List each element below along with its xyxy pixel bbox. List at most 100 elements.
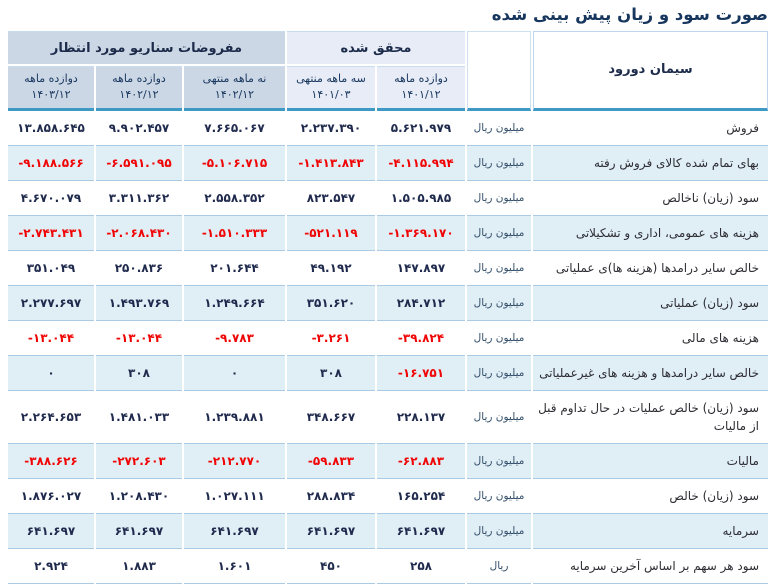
row-unit: میلیون ریال xyxy=(467,180,531,216)
period-header-1401-03: سه ماهه منتهی ۱۴۰۱/۰۳ xyxy=(287,66,375,111)
period-header-row: دوازده ماهه ۱۴۰۱/۱۲ سه ماهه منتهی ۱۴۰۱/۰… xyxy=(8,66,768,111)
value-cell: -۱۳.۰۴۴ xyxy=(8,320,94,356)
row-unit: میلیون ریال xyxy=(467,390,531,444)
row-label: سود (زیان) خالص عملیات در حال تداوم قبل … xyxy=(533,390,768,444)
value-cell: -۳۸۸.۶۲۶ xyxy=(8,443,94,479)
value-cell: -۲.۷۴۳.۴۳۱ xyxy=(8,215,94,251)
row-label: هزینه های مالی xyxy=(533,320,768,356)
value-cell: ۳.۳۱۱.۳۶۲ xyxy=(96,180,182,216)
table-row: بهای تمام شده کالای فروش رفته میلیون ریال… xyxy=(8,145,768,181)
unit-column-header xyxy=(467,31,531,111)
value-cell: -۱۶.۷۵۱ xyxy=(377,355,465,391)
row-label: هزینه های عمومی، اداری و تشکیلاتی xyxy=(533,215,768,251)
period-label: نه ماهه منتهی xyxy=(202,72,267,85)
period-label: دوازده ماهه xyxy=(24,72,78,85)
period-date: ۱۴۰۱/۱۲ xyxy=(401,87,441,101)
value-cell: ۷.۶۶۵.۰۶۷ xyxy=(184,110,285,146)
value-cell: -۹.۱۸۸.۵۶۶ xyxy=(8,145,94,181)
row-label: سود (زیان) عملیاتی xyxy=(533,285,768,321)
value-cell: ۴.۶۷۰.۰۷۹ xyxy=(8,180,94,216)
period-label: سه ماهه منتهی xyxy=(296,72,366,85)
value-cell: ۱.۸۷۶.۰۲۷ xyxy=(8,478,94,514)
period-header-1403-12: دوازده ماهه ۱۴۰۳/۱۲ xyxy=(8,66,94,111)
value-cell: -۱.۵۱۰.۳۳۳ xyxy=(184,215,285,251)
value-cell: ۸۲۳.۵۴۷ xyxy=(287,180,375,216)
table-row: فروش میلیون ریال ۵.۶۲۱.۹۷۹ ۲.۲۳۷.۳۹۰ ۷.۶۶۵.۰… xyxy=(8,110,768,146)
row-unit: میلیون ریال xyxy=(467,355,531,391)
table-row: سود هر سهم بر اساس آخرین سرمایه ریال ۲۵۸ ۴۵… xyxy=(8,548,768,584)
value-cell: ۰ xyxy=(8,355,94,391)
row-unit: ریال xyxy=(467,548,531,584)
value-cell: ۲.۲۳۷.۳۹۰ xyxy=(287,110,375,146)
value-cell: ۳۴۸.۶۶۷ xyxy=(287,390,375,444)
value-cell: ۲۸۴.۷۱۲ xyxy=(377,285,465,321)
row-unit: میلیون ریال xyxy=(467,513,531,549)
period-header-1402-12: دوازده ماهه ۱۴۰۲/۱۲ xyxy=(96,66,182,111)
group-header-expected: مفروضات سناریو مورد انتظار xyxy=(8,31,285,66)
period-label: دوازده ماهه xyxy=(394,72,448,85)
value-cell: -۴.۱۱۵.۹۹۴ xyxy=(377,145,465,181)
value-cell: ۳۰۸ xyxy=(287,355,375,391)
row-label: خالص سایر درامدها (هزینه ها)ی عملیاتی xyxy=(533,250,768,286)
page-title: صورت سود و زیان پیش بینی شده xyxy=(491,5,768,24)
value-cell: ۲۸۸.۸۳۴ xyxy=(287,478,375,514)
period-date: ۱۴۰۲/۱۲ xyxy=(119,87,159,101)
value-cell: ۹.۹۰۲.۴۵۷ xyxy=(96,110,182,146)
row-unit: میلیون ریال xyxy=(467,145,531,181)
table-row: سود (زیان) عملیاتی میلیون ریال ۲۸۴.۷۱۲ ۳۵۱.… xyxy=(8,285,768,321)
value-cell: ۱.۲۴۹.۶۶۴ xyxy=(184,285,285,321)
value-cell: -۲۱۲.۷۷۰ xyxy=(184,443,285,479)
row-label: مالیات xyxy=(533,443,768,479)
value-cell: -۶.۵۹۱.۰۹۵ xyxy=(96,145,182,181)
row-label: بهای تمام شده کالای فروش رفته xyxy=(533,145,768,181)
value-cell: ۱.۴۸۱.۰۳۳ xyxy=(96,390,182,444)
value-cell: -۱۳.۰۴۴ xyxy=(96,320,182,356)
value-cell: ۱۶۵.۲۵۴ xyxy=(377,478,465,514)
row-label: سود (زیان) ناخالص xyxy=(533,180,768,216)
row-label: خالص سایر درامدها و هزینه های غیرعملیاتی xyxy=(533,355,768,391)
value-cell: ۲.۵۵۸.۳۵۲ xyxy=(184,180,285,216)
table-row: سود (زیان) خالص میلیون ریال ۱۶۵.۲۵۴ ۲۸۸.۸۳۴… xyxy=(8,478,768,514)
value-cell: -۲۷۲.۶۰۳ xyxy=(96,443,182,479)
period-date: ۱۴۰۳/۱۲ xyxy=(31,87,71,101)
row-unit: میلیون ریال xyxy=(467,320,531,356)
table-row: خالص سایر درامدها و هزینه های غیرعملیاتی… xyxy=(8,355,768,391)
value-cell: ۱.۵۰۵.۹۸۵ xyxy=(377,180,465,216)
table-row: خالص سایر درامدها (هزینه ها)ی عملیاتی میل… xyxy=(8,250,768,286)
value-cell: -۲.۰۶۸.۴۳۰ xyxy=(96,215,182,251)
table-header: سیمان دورود محقق شده مفروضات سناریو مورد… xyxy=(8,31,768,111)
table-row: سود (زیان) ناخالص میلیون ریال ۱.۵۰۵.۹۸۵ ۸۲۳… xyxy=(8,180,768,216)
value-cell: ۱.۸۸۳ xyxy=(96,548,182,584)
row-label: سرمایه xyxy=(533,513,768,549)
value-cell: ۶۴۱.۶۹۷ xyxy=(184,513,285,549)
value-cell: ۱.۲۰۸.۴۳۰ xyxy=(96,478,182,514)
value-cell: ۲۰۱.۶۴۴ xyxy=(184,250,285,286)
table-row: هزینه های مالی میلیون ریال -۳۹.۸۲۴ -۳.۲۶۱ -۹… xyxy=(8,320,768,356)
value-cell: ۵.۶۲۱.۹۷۹ xyxy=(377,110,465,146)
table-row: مالیات میلیون ریال -۶۲.۸۸۳ -۵۹.۸۳۳ -۲۱۲.۷۷۰-… xyxy=(8,443,768,479)
value-cell: ۲۵۰.۸۳۶ xyxy=(96,250,182,286)
value-cell: ۳۵۱.۶۲۰ xyxy=(287,285,375,321)
value-cell: -۳۹.۸۲۴ xyxy=(377,320,465,356)
period-date: ۱۴۰۲/۱۲ xyxy=(214,87,255,101)
row-unit: میلیون ریال xyxy=(467,110,531,146)
value-cell: ۶۴۱.۶۹۷ xyxy=(8,513,94,549)
row-label: سود (زیان) خالص xyxy=(533,478,768,514)
value-cell: -۵.۱۰۶.۷۱۵ xyxy=(184,145,285,181)
group-header-realized: محقق شده xyxy=(287,31,465,66)
row-unit: میلیون ریال xyxy=(467,285,531,321)
value-cell: ۱.۶۰۱ xyxy=(184,548,285,584)
value-cell: ۶۴۱.۶۹۷ xyxy=(377,513,465,549)
value-cell: -۳.۲۶۱ xyxy=(287,320,375,356)
value-cell: ۱۴۷.۸۹۷ xyxy=(377,250,465,286)
value-cell: ۴۵۰ xyxy=(287,548,375,584)
period-label: دوازده ماهه xyxy=(112,72,166,85)
value-cell: ۲۲۸.۱۳۷ xyxy=(377,390,465,444)
value-cell: ۱.۲۳۹.۸۸۱ xyxy=(184,390,285,444)
value-cell: -۶۲.۸۸۳ xyxy=(377,443,465,479)
row-label: سود هر سهم بر اساس آخرین سرمایه xyxy=(533,548,768,584)
value-cell: ۲.۹۲۴ xyxy=(8,548,94,584)
period-date: ۱۴۰۱/۰۳ xyxy=(311,87,351,101)
value-cell: ۳۰۸ xyxy=(96,355,182,391)
